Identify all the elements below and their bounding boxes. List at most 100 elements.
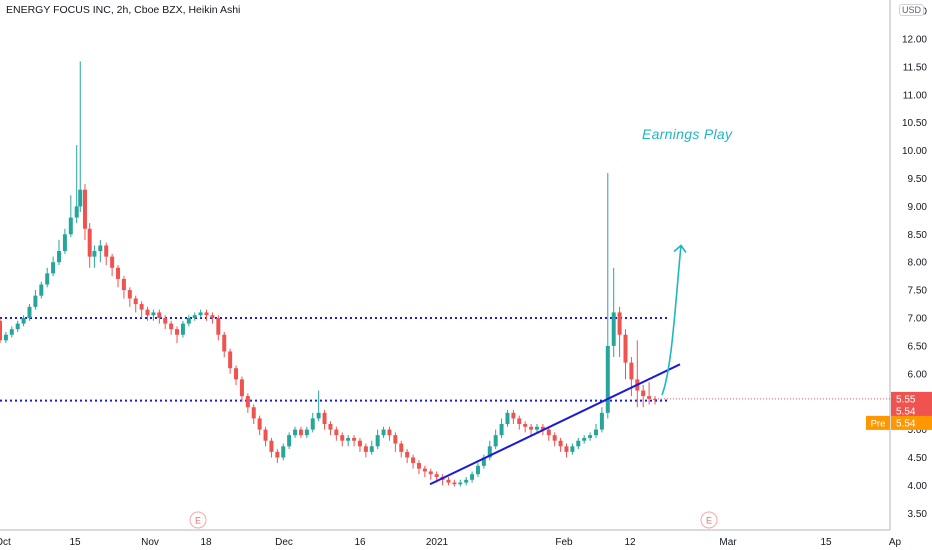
- candle-body: [92, 251, 97, 257]
- candle-body: [298, 429, 303, 436]
- y-tick-label: 7.00: [908, 314, 928, 325]
- earnings-arrow-head: [673, 244, 687, 253]
- candle-body: [3, 334, 8, 341]
- candle-body: [27, 306, 32, 318]
- y-tick-label: 11.00: [903, 90, 928, 101]
- candle-body: [428, 471, 433, 475]
- currency-badge[interactable]: USD: [899, 4, 925, 16]
- candle-body: [163, 318, 168, 324]
- price-label-bg: [891, 415, 932, 430]
- candle-body: [593, 429, 598, 436]
- candle-body: [499, 424, 504, 436]
- candle-body: [9, 329, 14, 335]
- candle-body: [511, 412, 516, 419]
- y-tick-label: 11.50: [903, 62, 928, 73]
- candle-body: [257, 418, 262, 430]
- candle-body: [0, 320, 2, 341]
- candle-body: [145, 309, 150, 316]
- candle-body: [529, 426, 534, 430]
- x-tick-label: 2021: [426, 537, 449, 548]
- x-tick-label: Ap: [889, 537, 902, 548]
- candle-body: [647, 396, 652, 399]
- candle-body: [352, 437, 357, 441]
- x-tick-label: Feb: [555, 537, 573, 548]
- candle-body: [375, 435, 380, 447]
- candle-body: [287, 435, 292, 447]
- candle-body: [475, 465, 480, 475]
- y-tick-label: 12.00: [902, 35, 927, 46]
- candle-body: [87, 228, 92, 257]
- candle-body: [169, 323, 174, 330]
- candle-body: [334, 429, 339, 436]
- candle-body: [446, 479, 451, 483]
- candle-body: [452, 482, 457, 485]
- x-tick-label: 18: [200, 537, 212, 548]
- x-tick-label: 12: [624, 537, 636, 548]
- candle-body: [316, 412, 321, 419]
- y-tick-label: 3.50: [908, 509, 928, 520]
- y-tick-label: 10.50: [902, 118, 927, 129]
- candle-body: [186, 318, 191, 324]
- candle-body: [470, 474, 475, 480]
- candle-body: [127, 290, 132, 299]
- y-tick-label: 8.00: [908, 258, 928, 269]
- candle-body: [228, 351, 233, 369]
- candle-body: [629, 362, 634, 380]
- candle-body: [411, 457, 416, 464]
- x-tick-label: Mar: [719, 537, 737, 548]
- chart-title: ENERGY FOCUS INC, 2h, Cboe BZX, Heikin A…: [6, 4, 241, 16]
- candle-body: [387, 429, 392, 436]
- price-label: 5.55: [896, 394, 916, 405]
- candle-body: [116, 267, 121, 279]
- candle-body: [15, 323, 20, 330]
- candle-body: [216, 318, 221, 335]
- candle-body: [281, 446, 286, 458]
- candle-body: [263, 429, 268, 441]
- y-tick-label: 9.00: [908, 202, 928, 213]
- candle-body: [121, 278, 126, 291]
- candle-body: [617, 312, 622, 335]
- candle-body: [62, 234, 67, 252]
- price-axis-bg: [890, 0, 932, 550]
- earnings-marker: [189, 511, 207, 529]
- candle-body: [239, 379, 244, 397]
- price-label-bg: [891, 391, 932, 406]
- candle-body: [534, 426, 539, 430]
- candle-body: [269, 440, 274, 452]
- candle-body: [523, 424, 528, 427]
- candle-body: [175, 329, 180, 335]
- candle-body: [405, 451, 410, 458]
- candle-body: [605, 345, 610, 413]
- y-tick-label: 8.50: [908, 230, 928, 241]
- candle-body: [552, 435, 557, 441]
- candle-body: [104, 245, 109, 257]
- candle-body: [434, 474, 439, 477]
- price-label: 5.54: [896, 406, 916, 417]
- candle-body: [57, 251, 62, 263]
- candle-body: [599, 412, 604, 430]
- y-tick-label: 5.00: [908, 425, 928, 436]
- pre-tag: Pre: [871, 418, 886, 429]
- x-tick-label: 15: [69, 537, 81, 548]
- candle-body: [245, 396, 250, 408]
- y-tick-label: 4.50: [908, 453, 928, 464]
- candle-body: [51, 262, 56, 274]
- candle-body: [546, 429, 551, 436]
- candle-body: [641, 390, 646, 397]
- candle-body: [481, 457, 486, 466]
- candle-body: [222, 334, 227, 352]
- candle-body: [369, 446, 374, 452]
- candle-body: [275, 451, 280, 458]
- candle-body: [98, 245, 103, 252]
- earnings-marker: [700, 511, 718, 529]
- candle-body: [310, 418, 315, 430]
- candle-body: [328, 424, 333, 430]
- candle-body: [540, 426, 545, 430]
- candle-body: [234, 368, 239, 380]
- candle-body: [151, 312, 156, 316]
- earnings-marker-label: E: [706, 516, 712, 526]
- x-tick-label: 15: [820, 537, 832, 548]
- x-tick-label: 16: [354, 537, 366, 548]
- x-tick-label: Dec: [275, 537, 293, 548]
